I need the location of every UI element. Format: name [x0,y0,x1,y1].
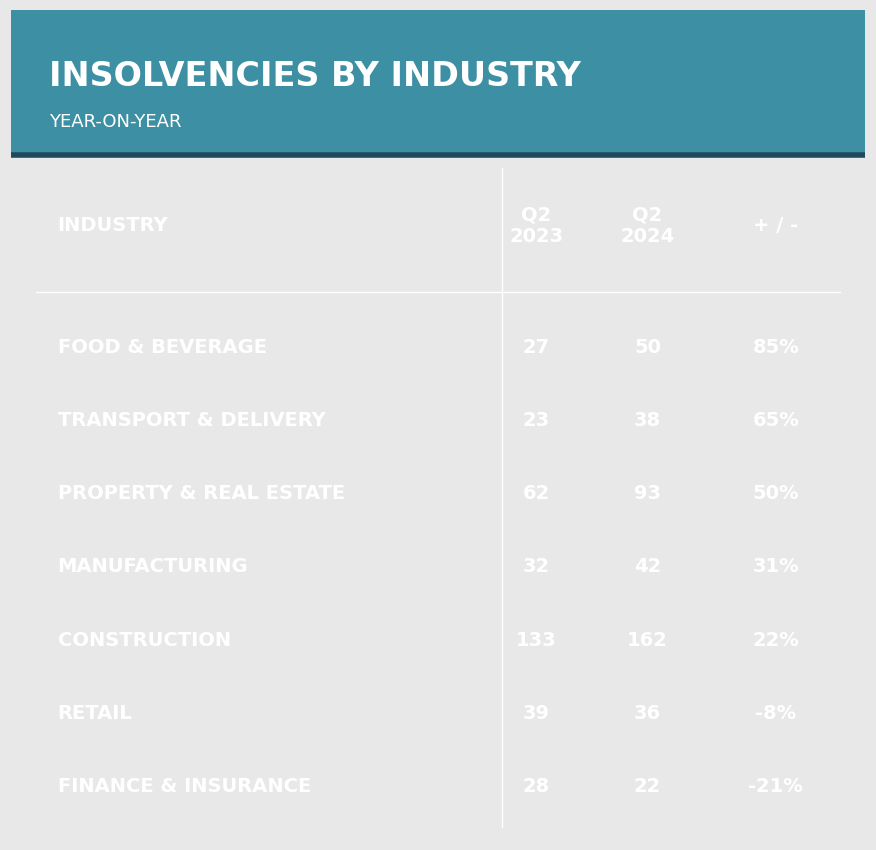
Text: 36: 36 [634,704,661,722]
Text: 62: 62 [523,484,550,503]
Text: 50%: 50% [752,484,799,503]
Text: PROPERTY & REAL ESTATE: PROPERTY & REAL ESTATE [58,484,344,503]
Text: 50: 50 [634,337,661,357]
Text: Q2
2023: Q2 2023 [509,206,563,246]
Text: + / -: + / - [753,217,798,235]
Text: CONSTRUCTION: CONSTRUCTION [58,631,230,649]
Text: INDUSTRY: INDUSTRY [58,217,168,235]
Text: 28: 28 [523,777,550,796]
Text: 133: 133 [516,631,556,649]
Text: 22: 22 [634,777,661,796]
Text: 32: 32 [523,558,550,576]
Text: 162: 162 [627,631,668,649]
Text: 65%: 65% [752,411,799,430]
Text: MANUFACTURING: MANUFACTURING [58,558,248,576]
Text: YEAR-ON-YEAR: YEAR-ON-YEAR [49,113,181,131]
Text: 39: 39 [523,704,550,722]
Text: -21%: -21% [748,777,803,796]
Text: 23: 23 [523,411,550,430]
Text: 31%: 31% [752,558,799,576]
Bar [11,10,865,156]
Text: 22%: 22% [752,631,799,649]
Text: RETAIL: RETAIL [58,704,132,722]
Text: -8%: -8% [755,704,796,722]
Text: 27: 27 [523,337,550,357]
Text: FINANCE & INSURANCE: FINANCE & INSURANCE [58,777,311,796]
Text: Q2
2024: Q2 2024 [620,206,675,246]
Text: 93: 93 [634,484,661,503]
Text: INSOLVENCIES BY INDUSTRY: INSOLVENCIES BY INDUSTRY [49,60,581,93]
Text: TRANSPORT & DELIVERY: TRANSPORT & DELIVERY [58,411,325,430]
Text: 42: 42 [634,558,661,576]
Text: 38: 38 [634,411,661,430]
Text: 85%: 85% [752,337,799,357]
Text: FOOD & BEVERAGE: FOOD & BEVERAGE [58,337,266,357]
